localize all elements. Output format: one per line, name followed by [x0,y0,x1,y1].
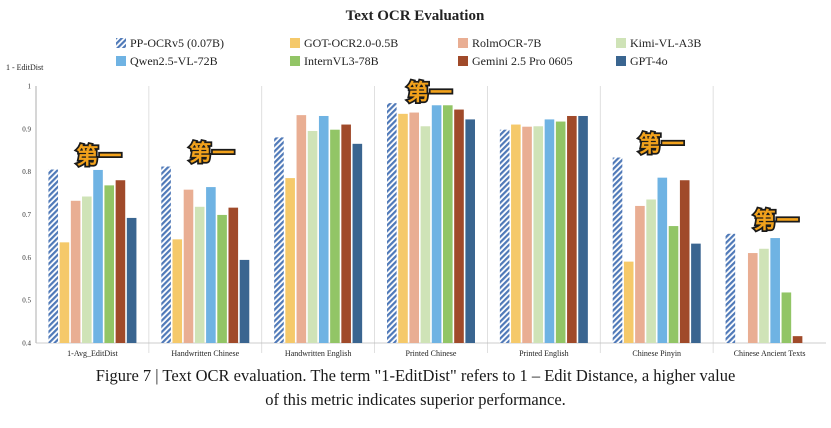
bar-handwritten-chinese-got-ocr2-0-0-5b [172,239,183,343]
bar-printed-chinese-qwen2-5-vl-72b [431,105,442,344]
y-tick-label: 0.5 [22,297,31,305]
x-tick-label: Printed English [519,349,569,358]
x-tick-label: Chinese Pinyin [632,349,681,358]
bar-chinese-pinyin-got-ocr2-0-0-5b [623,261,634,343]
bar-chinese-pinyin-gemini-2-5-pro-0605 [679,180,690,343]
bar-handwritten-english-qwen2-5-vl-72b [318,115,329,343]
bar-1-avg-editdist-got-ocr2-0-0-5b [59,242,70,343]
y-tick-label: 0.8 [22,168,31,176]
legend-label-kimi-vl-a3b: Kimi-VL-A3B [630,36,701,50]
y-tick-label: 0.7 [22,211,31,219]
figure-caption: Figure 7 | Text OCR evaluation. The term… [0,364,831,412]
bar-printed-english-kimi-vl-a3b [533,126,544,343]
legend-swatch-got-ocr2-0-0-5b [290,38,300,48]
bar-printed-english-gemini-2-5-pro-0605 [567,115,577,343]
x-tick-label: 1-Avg_EditDist [67,349,118,358]
legend-label-internvl3-78b: InternVL3-78B [304,54,379,68]
legend-label-qwen2-5-vl-72b: Qwen2.5-VL-72B [130,54,218,68]
legend-label-rolmocr-7b: RolmOCR-7B [472,36,541,50]
bar-1-avg-editdist-rolmocr-7b [70,200,81,343]
first-place-badge: 第一 [76,144,122,170]
bar-chinese-pinyin-kimi-vl-a3b [646,199,656,343]
bar-chinese-pinyin-gpt-4o [691,243,701,343]
legend-label-gemini-2-5-pro-0605: Gemini 2.5 Pro 0605 [472,54,573,68]
bar-handwritten-chinese-gemini-2-5-pro-0605 [228,207,239,343]
bar-printed-english-gpt-4o [578,115,588,343]
bar-handwritten-english-gemini-2-5-pro-0605 [341,124,351,343]
y-tick-label: 0.6 [22,254,31,262]
bar-chinese-ancient-texts-internvl3-78b [781,292,792,343]
first-place-badge: 第一 [189,141,235,167]
bar-1-avg-editdist-pp-ocrv5-0-07b [48,169,59,343]
bar-printed-chinese-rolmocr-7b [409,112,419,343]
bar-chinese-pinyin-qwen2-5-vl-72b [657,177,668,343]
bar-printed-chinese-internvl3-78b [443,105,453,344]
plot-area: 0.4 0.5 0.6 0.7 0.8 0.9 1 1-Avg_EditDist Handwri… [22,83,826,358]
bar-handwritten-chinese-kimi-vl-a3b [194,206,205,343]
bar-1-avg-editdist-internvl3-78b [104,185,115,343]
bar-chinese-pinyin-internvl3-78b [668,226,679,343]
bar-chinese-pinyin-pp-ocrv5-0-07b [612,157,623,343]
bar-chinese-ancient-texts-rolmocr-7b [747,253,758,343]
bar-handwritten-chinese-qwen2-5-vl-72b [206,187,216,343]
y-tick-label: 0.9 [22,125,31,133]
bar-handwritten-chinese-gpt-4o [239,259,250,343]
first-place-badge: 第一 [754,208,800,234]
x-tick-label: Chinese Ancient Texts [734,349,806,358]
bar-1-avg-editdist-gemini-2-5-pro-0605 [115,180,126,343]
bar-printed-chinese-gemini-2-5-pro-0605 [454,109,464,343]
legend-swatch-rolmocr-7b [458,38,468,48]
bar-chinese-ancient-texts-gemini-2-5-pro-0605 [792,336,803,343]
legend-label-pp-ocrv5-0-07b: PP-OCRv5 (0.07B) [130,36,224,50]
legend-label-gpt-4o: GPT-4o [630,54,668,68]
bar-printed-chinese-pp-ocrv5-0-07b [387,103,397,343]
bar-handwritten-chinese-internvl3-78b [217,214,227,343]
bar-handwritten-english-got-ocr2-0-0-5b [285,178,295,343]
bar-printed-english-got-ocr2-0-0-5b [511,124,521,343]
legend-swatch-gemini-2-5-pro-0605 [458,56,468,66]
legend-label-got-ocr2-0-0-5b: GOT-OCR2.0-0.5B [304,36,398,50]
bar-handwritten-english-gpt-4o [352,143,363,343]
text-ocr-chart: Text OCR Evaluation PP-OCRv5 (0.07B) GOT-… [6,8,826,358]
bar-printed-english-qwen2-5-vl-72b [544,119,555,343]
y-tick-label: 1 [28,83,32,91]
x-tick-label: Handwritten Chinese [171,349,239,358]
bar-handwritten-english-rolmocr-7b [296,115,307,343]
legend-swatch-kimi-vl-a3b [616,38,626,48]
bar-handwritten-english-pp-ocrv5-0-07b [274,137,284,343]
bar-handwritten-chinese-pp-ocrv5-0-07b [161,166,171,343]
y-axis-label: 1 - EditDist [6,63,44,72]
bar-printed-chinese-gpt-4o [465,119,475,343]
bar-handwritten-chinese-rolmocr-7b [183,189,194,343]
bar-printed-chinese-kimi-vl-a3b [420,126,431,343]
bar-handwritten-english-internvl3-78b [330,129,340,343]
bar-chinese-ancient-texts-kimi-vl-a3b [759,248,769,343]
y-tick-label: 0.4 [22,340,31,348]
bar-printed-english-internvl3-78b [555,121,566,343]
chart-title: Text OCR Evaluation [346,8,485,24]
first-place-badge: 第一 [639,132,685,158]
bar-chinese-ancient-texts-pp-ocrv5-0-07b [725,233,736,343]
bar-printed-chinese-got-ocr2-0-0-5b [398,113,408,343]
legend-swatch-internvl3-78b [290,56,300,66]
bar-1-avg-editdist-gpt-4o [126,217,137,343]
bar-1-avg-editdist-kimi-vl-a3b [82,196,92,343]
legend: PP-OCRv5 (0.07B) GOT-OCR2.0-0.5B RolmOCR-7… [116,36,701,68]
caption-line-2: of this metric indicates superior perfor… [265,390,566,409]
first-place-badge: 第一 [407,80,453,106]
bar-handwritten-english-kimi-vl-a3b [307,130,318,343]
legend-swatch-pp-ocrv5-0-07b [116,38,126,48]
bar-printed-english-pp-ocrv5-0-07b [499,129,510,343]
bar-1-avg-editdist-qwen2-5-vl-72b [93,169,103,343]
x-tick-label: Handwritten English [285,349,351,358]
bar-printed-english-rolmocr-7b [522,126,532,343]
legend-swatch-qwen2-5-vl-72b [116,56,126,66]
legend-swatch-gpt-4o [616,56,626,66]
bar-chinese-pinyin-rolmocr-7b [635,205,645,343]
caption-line-1: Figure 7 | Text OCR evaluation. The term… [95,366,736,385]
bar-chinese-ancient-texts-qwen2-5-vl-72b [770,238,780,343]
x-tick-label: Printed Chinese [406,349,457,358]
